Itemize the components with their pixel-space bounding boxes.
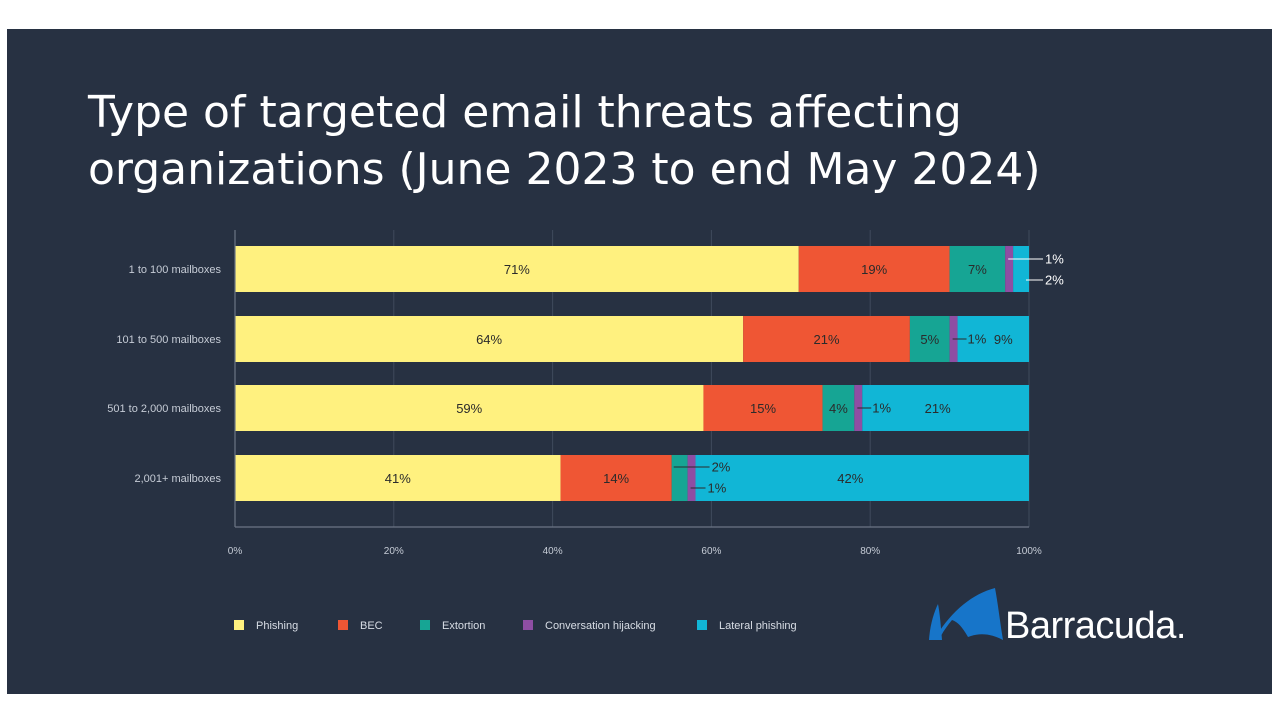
legend-label: Conversation hijacking	[545, 620, 656, 632]
data-label: 21%	[925, 401, 951, 416]
bar-lateral-phishing	[957, 316, 1029, 362]
bar-phishing	[235, 455, 561, 501]
barracuda-logo: Barracuda.	[929, 588, 1186, 647]
x-tick-label: 100%	[1016, 546, 1042, 557]
legend-label: Lateral phishing	[719, 620, 797, 632]
legend-label: Phishing	[256, 620, 298, 632]
data-label: 15%	[750, 401, 776, 416]
data-label: 21%	[814, 332, 840, 347]
x-tick-label: 60%	[701, 546, 721, 557]
x-tick-label: 20%	[384, 546, 404, 557]
data-label: 19%	[861, 262, 887, 277]
bar-extortion	[949, 246, 1006, 292]
legend-label: BEC	[360, 620, 383, 632]
legend-swatch	[234, 620, 244, 630]
bar-bec	[703, 385, 823, 431]
data-label: 1%	[1045, 252, 1064, 267]
bar-lateral-phishing	[695, 455, 1029, 501]
bar-lateral-phishing	[1013, 246, 1029, 292]
chart-title-line-1: Type of targeted email threats affecting	[88, 87, 962, 138]
bar-conversation-hijacking	[1005, 246, 1014, 292]
bar-lateral-phishing	[862, 385, 1029, 431]
category-label: 101 to 500 mailboxes	[116, 334, 221, 346]
axes: 0% 20% 40% 60% 80% 100% 1 to 100 mailboxes 101 …	[107, 230, 1042, 557]
legend-label: Extortion	[442, 620, 485, 632]
legend-swatch	[338, 620, 348, 630]
data-label: 4%	[829, 401, 848, 416]
bar-extortion	[671, 455, 688, 501]
data-label: 1%	[872, 401, 891, 416]
data-labels: 71% 19% 7% 1% 2% 64% 21% 5% 1% 9% 59% 15% 4% 1% 21% 41%…	[385, 252, 1064, 496]
bar-bec	[743, 316, 910, 362]
barracuda-fin-icon-back	[929, 604, 942, 640]
legend: Phishing BEC Extortion Conversation hijacki…	[234, 620, 797, 632]
data-label: 1%	[708, 481, 727, 496]
x-tick-label: 0%	[228, 546, 243, 557]
data-label: 2%	[1045, 273, 1064, 288]
category-label: 1 to 100 mailboxes	[129, 264, 222, 276]
brand-wordmark: Barracuda.	[1005, 605, 1186, 647]
x-tick-label: 40%	[543, 546, 563, 557]
category-label: 2,001+ mailboxes	[134, 473, 221, 485]
bar-phishing	[235, 385, 704, 431]
data-label: 1%	[968, 332, 987, 347]
legend-swatch	[697, 620, 707, 630]
data-label: 42%	[837, 471, 863, 486]
legend-swatch	[420, 620, 430, 630]
data-label: 71%	[504, 262, 530, 277]
x-tick-label: 80%	[860, 546, 880, 557]
legend-swatch	[523, 620, 533, 630]
data-label: 59%	[456, 401, 482, 416]
category-label: 501 to 2,000 mailboxes	[107, 403, 221, 415]
bar-bec	[798, 246, 950, 292]
bar-conversation-hijacking	[687, 455, 696, 501]
data-label: 9%	[994, 332, 1013, 347]
bar-extortion	[909, 316, 950, 362]
chart-title: Type of targeted email threats affecting…	[88, 84, 1208, 198]
bar-phishing	[235, 316, 744, 362]
bar-extortion	[822, 385, 855, 431]
bar-bec	[560, 455, 672, 501]
data-label: 2%	[712, 460, 731, 475]
chart-title-line-2: organizations (June 2023 to end May 2024…	[88, 144, 1041, 195]
data-label: 14%	[603, 471, 629, 486]
bar-phishing	[235, 246, 799, 292]
data-label: 7%	[968, 262, 987, 277]
data-label: 64%	[476, 332, 502, 347]
bars	[235, 246, 1029, 501]
data-label: 5%	[920, 332, 939, 347]
barracuda-fin-icon	[934, 588, 1003, 640]
data-label: 41%	[385, 471, 411, 486]
